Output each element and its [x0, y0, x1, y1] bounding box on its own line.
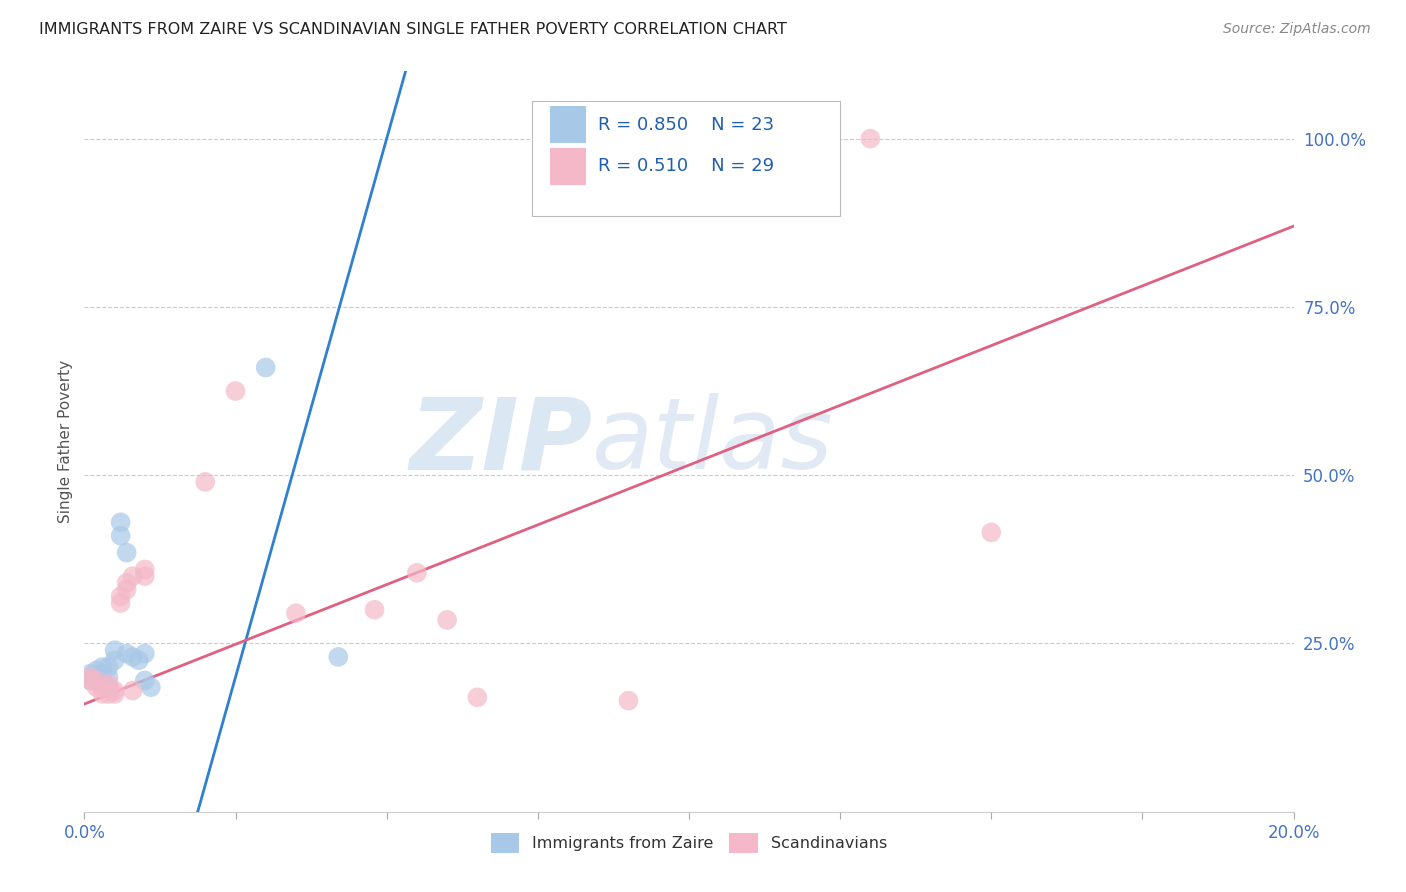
Point — [115, 546, 138, 560]
Point — [134, 569, 156, 583]
Point — [86, 680, 108, 694]
Y-axis label: Single Father Poverty: Single Father Poverty — [58, 360, 73, 523]
Text: Source: ZipAtlas.com: Source: ZipAtlas.com — [1223, 22, 1371, 37]
Point — [110, 596, 132, 610]
Text: R = 0.510    N = 29: R = 0.510 N = 29 — [599, 157, 775, 175]
Point — [110, 516, 132, 530]
Point — [86, 664, 108, 678]
Point — [254, 360, 277, 375]
Point — [194, 475, 217, 489]
FancyBboxPatch shape — [531, 101, 841, 216]
Point — [617, 694, 640, 708]
Point — [363, 603, 385, 617]
Point — [91, 660, 114, 674]
Point — [436, 613, 458, 627]
Point — [285, 606, 308, 620]
Point — [648, 131, 671, 145]
Point — [97, 680, 120, 694]
Point — [97, 670, 120, 684]
Point — [79, 670, 101, 684]
Point — [86, 673, 108, 688]
Point — [79, 666, 101, 681]
Point — [104, 643, 127, 657]
Point — [104, 687, 127, 701]
Point — [128, 653, 150, 667]
Point — [91, 673, 114, 688]
Point — [134, 673, 156, 688]
Point — [406, 566, 429, 580]
Legend: Immigrants from Zaire, Scandinavians: Immigrants from Zaire, Scandinavians — [484, 827, 894, 859]
Text: IMMIGRANTS FROM ZAIRE VS SCANDINAVIAN SINGLE FATHER POVERTY CORRELATION CHART: IMMIGRANTS FROM ZAIRE VS SCANDINAVIAN SI… — [39, 22, 787, 37]
Point — [79, 673, 101, 688]
FancyBboxPatch shape — [550, 147, 586, 185]
Point — [104, 683, 127, 698]
Point — [139, 680, 162, 694]
Point — [115, 647, 138, 661]
Text: atlas: atlas — [592, 393, 834, 490]
Point — [121, 683, 143, 698]
Point — [79, 673, 101, 688]
Point — [91, 680, 114, 694]
Point — [86, 673, 108, 688]
Point — [115, 582, 138, 597]
Point — [104, 653, 127, 667]
Point — [134, 647, 156, 661]
Point — [110, 529, 132, 543]
Point — [110, 590, 132, 604]
Point — [97, 660, 120, 674]
Point — [467, 690, 489, 705]
Point — [859, 131, 882, 145]
Point — [121, 649, 143, 664]
Point — [91, 666, 114, 681]
Text: ZIP: ZIP — [409, 393, 592, 490]
Text: R = 0.850    N = 23: R = 0.850 N = 23 — [599, 116, 775, 134]
Point — [980, 525, 1002, 540]
Point — [97, 687, 120, 701]
Point — [121, 569, 143, 583]
Point — [134, 562, 156, 576]
Point — [115, 575, 138, 590]
FancyBboxPatch shape — [550, 106, 586, 144]
Point — [225, 384, 247, 398]
Point — [328, 649, 350, 664]
Point — [91, 687, 114, 701]
Point — [97, 677, 120, 691]
